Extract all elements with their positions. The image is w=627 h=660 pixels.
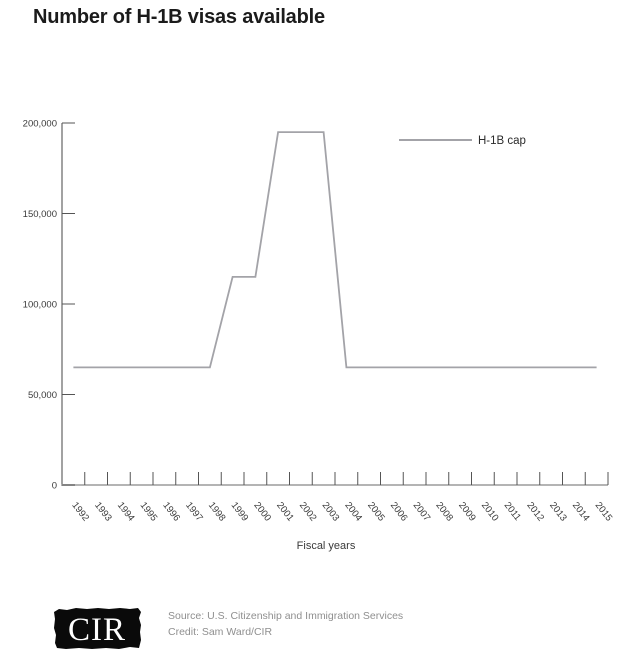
x-tick-label: 1998 bbox=[206, 500, 228, 523]
cir-logo: CIR bbox=[52, 606, 142, 652]
x-tick-label: 1993 bbox=[92, 500, 114, 523]
x-tick-label: 2006 bbox=[388, 500, 410, 523]
y-tick-label: 200,000 bbox=[23, 119, 57, 130]
y-tick-label: 100,000 bbox=[23, 300, 57, 311]
x-tick-label: 2015 bbox=[593, 500, 615, 523]
x-tick-label: 1994 bbox=[115, 500, 137, 523]
series-line-h-1b-cap bbox=[73, 131, 597, 369]
x-tick-label: 2003 bbox=[320, 500, 342, 523]
x-tick-label: 1997 bbox=[183, 500, 205, 523]
x-tick-label: 1995 bbox=[138, 500, 160, 523]
x-tick-label: 2001 bbox=[274, 500, 296, 523]
x-tick-label: 2014 bbox=[570, 500, 592, 523]
x-tick-label: 2008 bbox=[433, 500, 455, 523]
x-tick-label: 2009 bbox=[456, 500, 478, 523]
y-tick-label: 0 bbox=[52, 481, 57, 492]
legend-label: H-1B cap bbox=[478, 135, 526, 147]
x-tick-label: 2013 bbox=[547, 500, 569, 523]
x-tick-label: 2002 bbox=[297, 500, 319, 523]
x-axis-title: Fiscal years bbox=[297, 540, 356, 552]
y-tick-label: 50,000 bbox=[28, 390, 57, 401]
x-tick-label: 1996 bbox=[160, 500, 182, 523]
chart-svg: 0 50,000 100,000 150,000 200,000 1992 1993 1994… bbox=[23, 119, 615, 553]
logo-text: CIR bbox=[68, 612, 126, 648]
x-tick-label: 1999 bbox=[229, 500, 251, 523]
x-tick-label: 2000 bbox=[251, 500, 273, 523]
x-tick-label: 2007 bbox=[411, 500, 433, 523]
x-tick-label: 2005 bbox=[365, 500, 387, 523]
footer: CIR Source: U.S. Citizenship and Immigra… bbox=[52, 606, 403, 652]
h1b-cap-line-chart: 0 50,000 100,000 150,000 200,000 1992 1993 1994… bbox=[23, 119, 615, 553]
chart-title: Number of H-1B visas available bbox=[33, 6, 325, 28]
source-line: Source: U.S. Citizenship and Immigration… bbox=[168, 610, 404, 622]
credits-block: Source: U.S. Citizenship and Immigration… bbox=[168, 606, 403, 640]
credit-line: Credit: Sam Ward/CIR bbox=[168, 625, 273, 638]
logo-background-shape bbox=[54, 608, 141, 649]
x-tick-label: 2012 bbox=[524, 500, 546, 523]
x-tick-label: 2011 bbox=[502, 500, 523, 523]
x-tick-label: 1992 bbox=[69, 500, 91, 523]
cir-logo-mark: CIR bbox=[54, 608, 141, 649]
x-tick-label: 2004 bbox=[342, 500, 364, 523]
x-tick-label: 2010 bbox=[479, 500, 501, 523]
y-tick-label: 150,000 bbox=[23, 209, 57, 220]
